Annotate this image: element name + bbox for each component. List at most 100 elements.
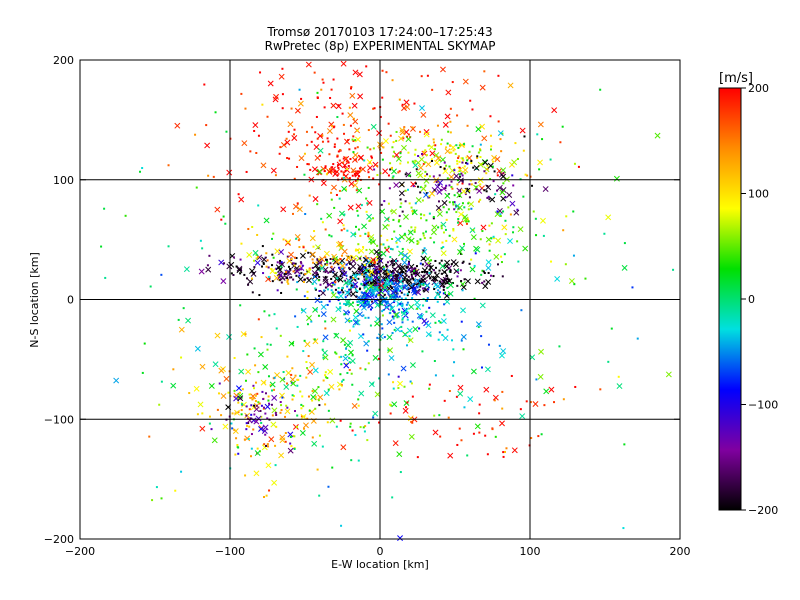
echo-dot bbox=[250, 455, 253, 458]
echo-cross bbox=[208, 382, 215, 389]
echo-dot bbox=[271, 264, 274, 267]
echo-cross bbox=[343, 362, 350, 369]
echo-dot bbox=[420, 75, 423, 78]
echo-cross bbox=[315, 244, 321, 251]
echo-cross bbox=[403, 99, 410, 106]
echo-dot bbox=[392, 309, 395, 312]
echo-dot bbox=[341, 267, 344, 270]
echo-cross bbox=[483, 386, 490, 393]
echo-cross bbox=[300, 307, 307, 314]
echo-dot bbox=[336, 174, 339, 177]
echo-cross bbox=[372, 354, 379, 361]
echo-dot bbox=[422, 283, 425, 286]
colorbar bbox=[718, 87, 742, 511]
echo-dot bbox=[472, 228, 475, 231]
echo-dot bbox=[403, 278, 406, 281]
echo-dot bbox=[449, 131, 452, 134]
echo-dot bbox=[232, 256, 235, 259]
echo-dot bbox=[293, 256, 296, 259]
echo-cross bbox=[351, 102, 358, 109]
echo-dot bbox=[380, 234, 383, 237]
echo-dot bbox=[279, 401, 282, 404]
echo-dot bbox=[413, 282, 416, 285]
echo-dot bbox=[291, 398, 294, 401]
echo-dot bbox=[434, 271, 437, 274]
echo-dot bbox=[426, 74, 429, 77]
echo-dot bbox=[253, 266, 256, 269]
echo-dot bbox=[354, 179, 357, 182]
echo-dot bbox=[362, 314, 365, 317]
echo-dot bbox=[440, 143, 443, 146]
echo-cross bbox=[226, 169, 233, 176]
echo-dot bbox=[636, 337, 639, 340]
echo-dot bbox=[354, 170, 357, 173]
echo-dot bbox=[378, 183, 381, 186]
echo-cross bbox=[288, 251, 294, 258]
echo-dot bbox=[379, 285, 382, 288]
echo-dot bbox=[494, 193, 497, 196]
echo-dot bbox=[160, 380, 163, 383]
echo-dot bbox=[315, 261, 318, 264]
echo-dot bbox=[390, 306, 393, 309]
echo-dot bbox=[382, 146, 385, 149]
echo-dot bbox=[343, 165, 346, 168]
echo-cross bbox=[412, 326, 419, 333]
echo-dot bbox=[354, 139, 357, 142]
echo-dot bbox=[354, 273, 357, 276]
echo-dot bbox=[389, 412, 392, 415]
echo-cross bbox=[568, 278, 575, 284]
echo-dot bbox=[302, 350, 305, 353]
echo-dot bbox=[433, 288, 436, 291]
echo-dot bbox=[379, 296, 382, 299]
echo-dot bbox=[460, 439, 463, 442]
echo-cross bbox=[485, 259, 492, 266]
echo-dot bbox=[302, 405, 305, 408]
echo-dot bbox=[450, 185, 453, 188]
echo-dot bbox=[257, 371, 260, 374]
echo-dot bbox=[381, 279, 384, 282]
echo-dot bbox=[299, 265, 302, 268]
echo-dot bbox=[335, 258, 338, 261]
echo-dot bbox=[362, 246, 365, 249]
echo-dot bbox=[456, 114, 459, 117]
echo-cross bbox=[370, 123, 377, 130]
echo-dot bbox=[490, 237, 493, 240]
echo-dot bbox=[378, 377, 381, 380]
echo-cross bbox=[436, 210, 443, 217]
echo-dot bbox=[275, 267, 278, 270]
echo-dot bbox=[280, 261, 283, 264]
echo-dot bbox=[475, 167, 478, 170]
echo-cross bbox=[462, 78, 469, 85]
echo-cross bbox=[352, 319, 359, 326]
echo-dot bbox=[388, 312, 391, 315]
echo-cross bbox=[322, 278, 329, 285]
echo-dot bbox=[235, 437, 238, 440]
echo-cross bbox=[264, 403, 271, 410]
echo-dot bbox=[356, 304, 359, 307]
echo-cross bbox=[199, 363, 206, 370]
echo-dot bbox=[342, 173, 345, 176]
echo-dot bbox=[452, 227, 455, 230]
echo-dot bbox=[411, 395, 414, 398]
echo-dot bbox=[325, 258, 328, 261]
echo-cross bbox=[339, 210, 345, 217]
echo-dot bbox=[352, 277, 355, 280]
echo-dot bbox=[313, 275, 316, 278]
echo-dot bbox=[405, 266, 408, 269]
colorbar-tick-label: 100 bbox=[748, 188, 769, 201]
echo-dot bbox=[255, 381, 258, 384]
echo-dot bbox=[359, 169, 362, 172]
echo-dot bbox=[286, 406, 289, 409]
echo-cross bbox=[311, 440, 318, 447]
echo-dot bbox=[358, 273, 361, 276]
echo-dot bbox=[392, 150, 395, 153]
echo-dot bbox=[411, 126, 414, 129]
echo-dot bbox=[288, 157, 291, 160]
echo-dot bbox=[337, 290, 340, 293]
echo-dot bbox=[290, 445, 293, 448]
echo-dot bbox=[294, 374, 297, 377]
echo-dot bbox=[460, 320, 463, 323]
echo-dot bbox=[360, 283, 363, 286]
echo-dot bbox=[466, 187, 469, 190]
echo-dot bbox=[414, 274, 417, 277]
